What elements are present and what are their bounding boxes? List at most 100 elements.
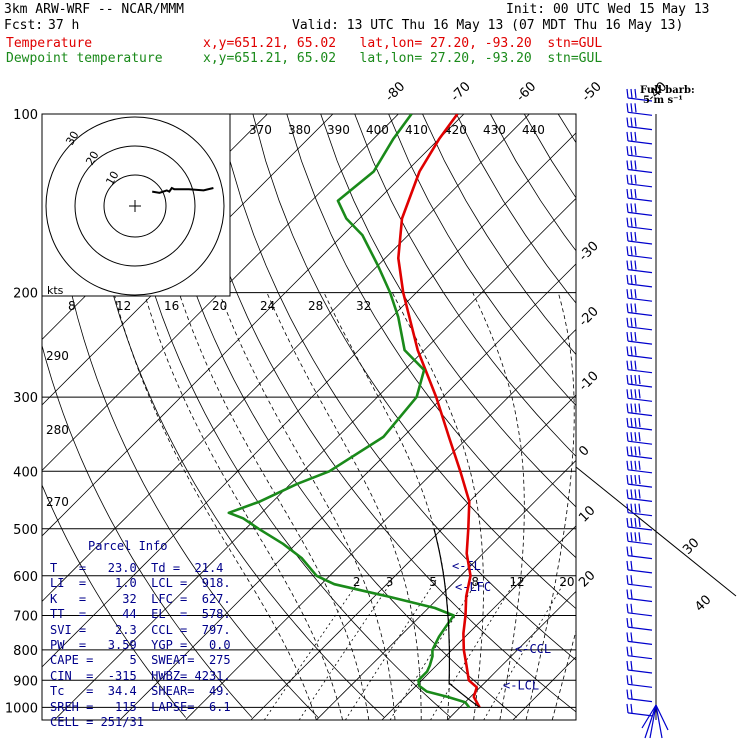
hodograph-ring-label: 20 (83, 149, 101, 168)
isotherm-label: -70 (448, 79, 474, 105)
pressure-tick-label: 200 (13, 287, 38, 302)
pressure-tick-label: 800 (13, 644, 38, 659)
pressure-tick-label: 100 (13, 108, 38, 123)
level-annotation: <-EL (452, 559, 481, 573)
wind-barb (626, 603, 653, 617)
hodograph-ring-label: 10 (103, 169, 121, 188)
parcel-info-row: K = 32 LFC = 627. (50, 591, 231, 606)
mixing-ratio-label: 8 (471, 575, 479, 589)
theta-label: 420 (444, 123, 467, 137)
isotherm-label: -50 (579, 79, 605, 105)
wind-barb (626, 274, 653, 288)
pressure-tick-label: 400 (13, 465, 38, 480)
dry-adiabat (592, 114, 740, 718)
wind-barb (626, 146, 653, 159)
wind-barb (626, 432, 653, 445)
dry-adiabat (354, 114, 576, 457)
surface-wind-barb (641, 704, 669, 739)
wind-barb (626, 389, 653, 402)
parcel-info-title: Parcel Info (88, 539, 168, 553)
wind-barb (626, 489, 653, 502)
wind-barb (626, 360, 653, 374)
dry-adiabat (694, 114, 740, 718)
moist-adiabat (472, 292, 525, 720)
wind-barb (626, 446, 653, 460)
wind-barb (626, 203, 653, 216)
wind-barb (626, 131, 653, 145)
theta-label: 440 (522, 123, 545, 137)
theta-label: 380 (288, 123, 311, 137)
pressure-tick-label: 600 (13, 570, 38, 585)
hodograph-trace (152, 186, 214, 194)
model-title: 3km ARW-WRF -- NCAR/MMM (4, 2, 185, 17)
dry-adiabat (422, 114, 576, 356)
isotherm (42, 114, 399, 471)
dry-adiabat (626, 114, 740, 718)
speed-tick-label: 24 (260, 299, 275, 313)
isotherm (54, 197, 576, 720)
parcel-info-row: CAPE = 5 SWEAT= 275 (50, 653, 231, 668)
mixing-ratio-label: 5 (429, 575, 437, 589)
wind-barb (626, 646, 653, 660)
plot-frame (41, 113, 577, 721)
pressure-tick-label: 500 (13, 523, 38, 538)
parcel-info-row: SVI = 2.3 CCL = 797. (50, 622, 231, 637)
wind-barb (626, 589, 653, 603)
forecast-hour: 37 h (48, 18, 80, 33)
parcel-info-row: T = 23.0 Td = 21.4 (50, 561, 224, 575)
hodograph-ring (45, 116, 225, 296)
isotherm (250, 394, 576, 720)
dry-adiabat (456, 114, 576, 304)
parcel-info-row: CELL = 251/31 (50, 715, 144, 730)
moist-adiabat (218, 292, 396, 720)
parcel-trace (433, 528, 480, 708)
wind-barb (626, 517, 653, 531)
pressure-tick-label: 700 (13, 610, 38, 625)
dry-adiabat (48, 114, 319, 718)
wind-barb (626, 117, 653, 131)
isotherm-label: 20 (576, 568, 598, 590)
wind-barb (626, 403, 653, 417)
wind-barb (626, 346, 653, 359)
wind-barb (626, 317, 653, 331)
pressure-tick-label: 1000 (5, 701, 38, 716)
wind-barb (626, 160, 653, 174)
moist-adiabat (266, 292, 422, 720)
dry-adiabat (286, 114, 576, 559)
wind-barb (626, 675, 653, 688)
isotherm-label: -60 (514, 79, 540, 105)
isotherm (512, 656, 576, 720)
valid-time: Valid: 13 UTC Thu 16 May 13 (07 MDT Thu … (292, 18, 684, 33)
parcel-info-row: Tc = 34.4 SHEAR= 49. (50, 684, 231, 699)
wind-barb (626, 632, 653, 645)
legend-dewpoint: Dewpoint temperature (6, 51, 163, 66)
moist-adiabat (391, 292, 484, 720)
parcel-info-row: PW = 3.59 YGP = 0.0 (50, 638, 231, 653)
wind-barb (626, 303, 653, 317)
moist-adiabat (143, 292, 343, 720)
wind-barb (626, 246, 653, 259)
wind-barb (626, 575, 653, 588)
level-annotation: <-CCL (515, 642, 551, 656)
isotherm-label: -20 (576, 304, 602, 330)
wind-barb (626, 689, 653, 703)
dry-adiabat (490, 114, 576, 252)
mixing-ratio-label: 2 (353, 575, 361, 589)
isotherm (42, 114, 334, 406)
parcel-info-panel: Parcel Info T = 23.0 Td = 21.4 LI = 1.0 L… (44, 539, 231, 730)
wind-barb (626, 103, 653, 116)
dry-adiabat (184, 114, 576, 713)
mixing-ratio-line (483, 579, 567, 720)
barb-legend-units: 5 m s⁻¹ (643, 95, 683, 106)
dry-adiabat (116, 114, 451, 718)
pressure-tick-label: 900 (13, 674, 38, 689)
isotherm-label: 30 (680, 536, 702, 558)
isotherm (42, 132, 576, 668)
wind-barb (626, 260, 653, 274)
wind-barb (626, 417, 653, 431)
legend-temperature: Temperature (6, 36, 93, 51)
level-annotation: <-LFC (455, 580, 491, 594)
dry-adiabat (388, 114, 576, 407)
barb-legend-title: Full barb: (640, 85, 695, 96)
